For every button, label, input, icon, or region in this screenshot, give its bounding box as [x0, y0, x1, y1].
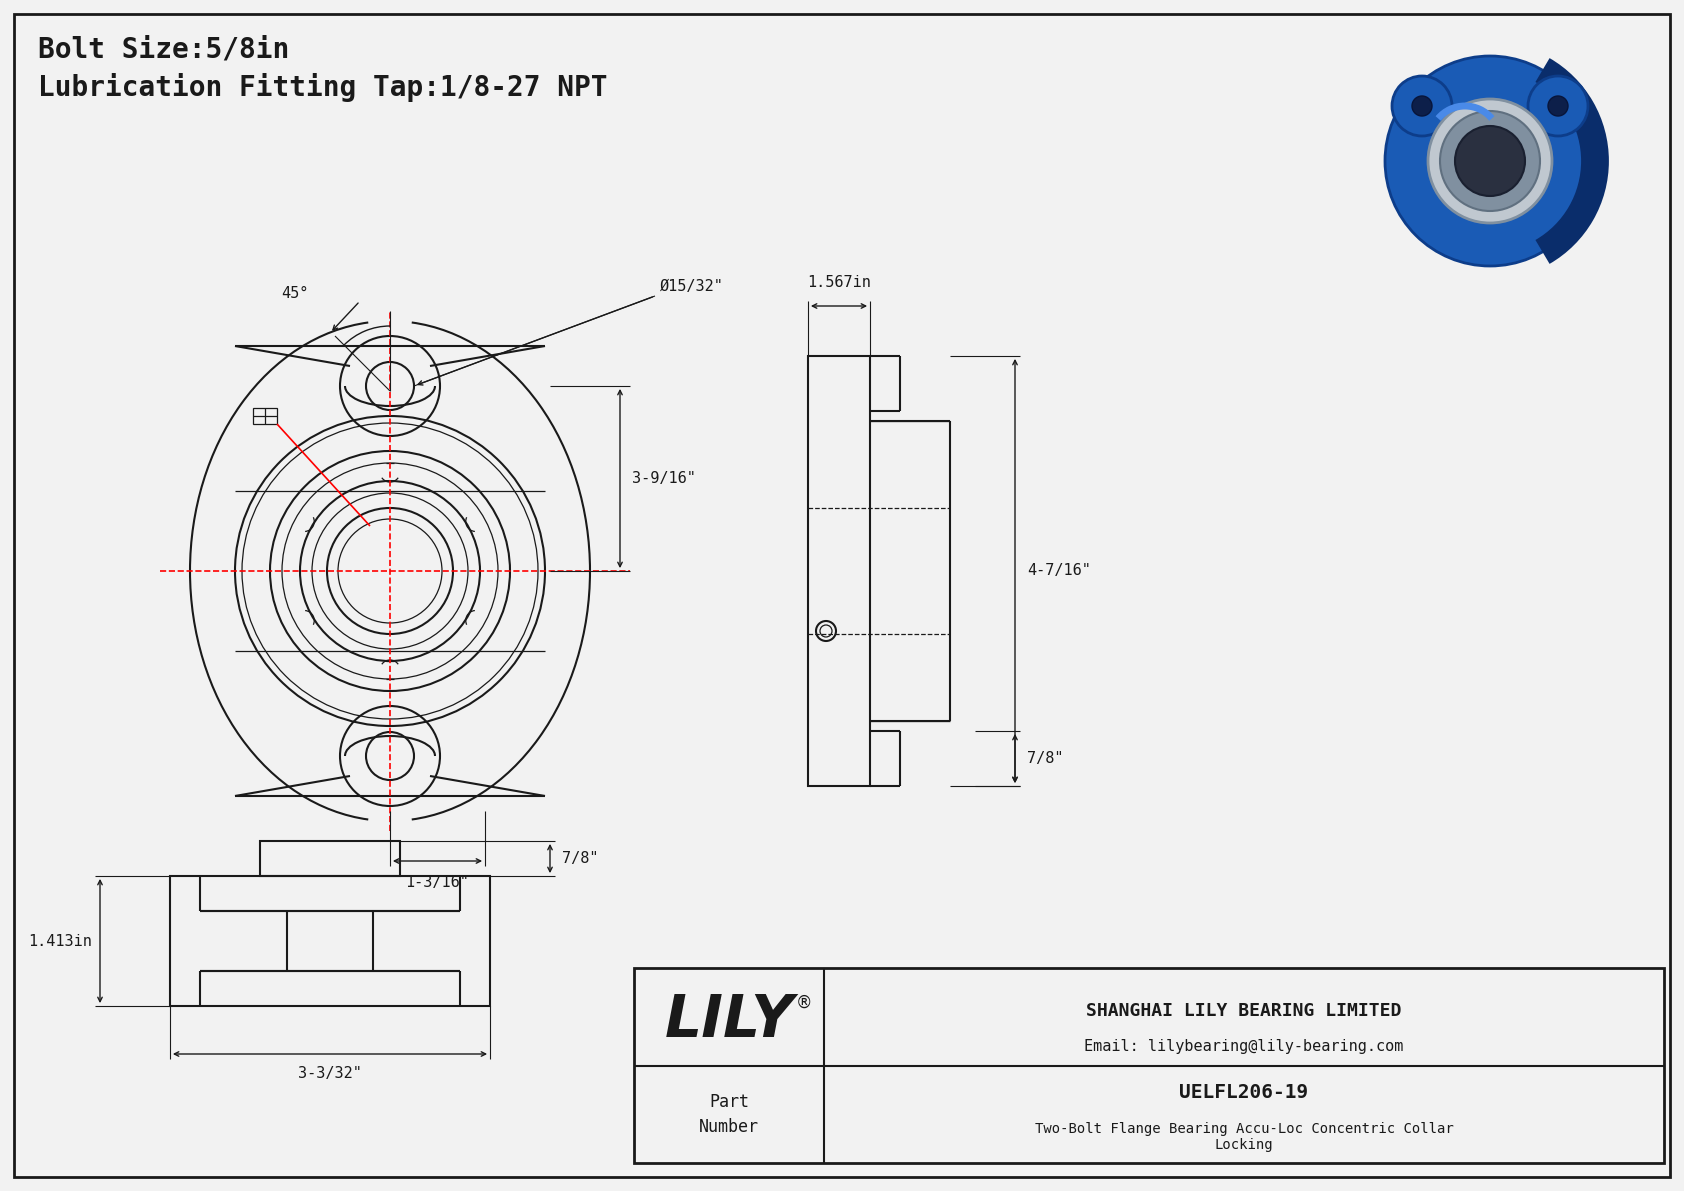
Text: Part
Number: Part Number [699, 1093, 759, 1136]
Text: 3-3/32": 3-3/32" [298, 1066, 362, 1081]
Text: 7/8": 7/8" [562, 852, 598, 866]
Text: 3-9/16": 3-9/16" [632, 470, 695, 486]
Circle shape [1411, 96, 1431, 116]
Text: Lubrication Fitting Tap:1/8-27 NPT: Lubrication Fitting Tap:1/8-27 NPT [39, 73, 608, 102]
Text: 1.413in: 1.413in [29, 934, 93, 948]
Text: Two-Bolt Flange Bearing Accu-Loc Concentric Collar: Two-Bolt Flange Bearing Accu-Loc Concent… [1034, 1122, 1453, 1135]
Circle shape [1455, 126, 1526, 197]
Circle shape [1548, 96, 1568, 116]
Text: 1-3/16": 1-3/16" [406, 875, 470, 890]
Circle shape [1393, 76, 1452, 136]
Text: Email: lilybearing@lily-bearing.com: Email: lilybearing@lily-bearing.com [1084, 1039, 1404, 1054]
Bar [170, 877, 490, 1006]
Text: 7/8": 7/8" [1027, 752, 1064, 766]
Text: 45°: 45° [281, 286, 308, 300]
Circle shape [1428, 99, 1553, 223]
Text: SHANGHAI LILY BEARING LIMITED: SHANGHAI LILY BEARING LIMITED [1086, 1002, 1401, 1019]
Text: Ø15/32": Ø15/32" [660, 279, 724, 293]
Text: ®: ® [797, 994, 812, 1012]
Text: Bolt Size:5/8in: Bolt Size:5/8in [39, 36, 290, 64]
Text: UELFL206-19: UELFL206-19 [1179, 1083, 1308, 1102]
Text: Locking: Locking [1214, 1137, 1273, 1152]
Text: LILY: LILY [663, 992, 793, 1049]
Circle shape [1384, 56, 1595, 266]
Bar [253, 409, 276, 424]
Circle shape [1440, 111, 1539, 211]
Text: 1.567in: 1.567in [807, 275, 871, 289]
Bar [633, 968, 1664, 1162]
Bar [259, 841, 401, 877]
Circle shape [1527, 76, 1588, 136]
Text: 4-7/16": 4-7/16" [1027, 563, 1091, 579]
Bar [808, 356, 871, 786]
